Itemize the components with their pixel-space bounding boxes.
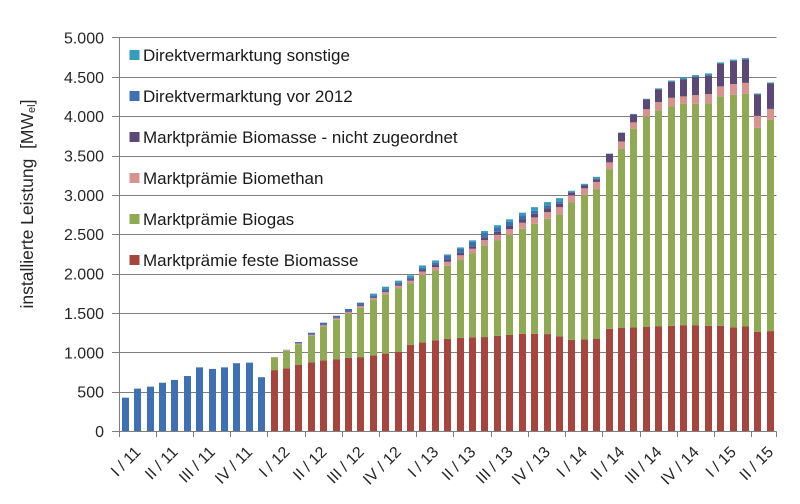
svg-text:Marktprämie Biogas: Marktprämie Biogas xyxy=(143,210,294,229)
svg-text:Marktprämie Biomasse - nicht z: Marktprämie Biomasse - nicht zugeordnet xyxy=(143,128,458,147)
svg-text:Direktvermarktung vor 2012: Direktvermarktung vor 2012 xyxy=(143,87,353,106)
svg-text:4.000: 4.000 xyxy=(64,109,104,126)
svg-text:2.000: 2.000 xyxy=(64,267,104,284)
svg-text:500: 500 xyxy=(77,385,104,402)
svg-text:3.000: 3.000 xyxy=(64,188,104,205)
svg-text:1.000: 1.000 xyxy=(64,345,104,362)
svg-text:Direktvermarktung sonstige: Direktvermarktung sonstige xyxy=(143,46,350,65)
svg-text:4.500: 4.500 xyxy=(64,70,104,87)
svg-text:1.500: 1.500 xyxy=(64,306,104,323)
svg-text:Marktprämie feste Biomasse: Marktprämie feste Biomasse xyxy=(143,251,358,270)
svg-text:Marktprämie Biomethan: Marktprämie Biomethan xyxy=(143,169,323,188)
svg-text:0: 0 xyxy=(95,424,104,441)
svg-text:installierte Leistung [MWel]: installierte Leistung [MWel] xyxy=(17,100,38,309)
svg-text:2.500: 2.500 xyxy=(64,227,104,244)
svg-text:5.000: 5.000 xyxy=(64,31,104,48)
svg-text:3.500: 3.500 xyxy=(64,149,104,166)
